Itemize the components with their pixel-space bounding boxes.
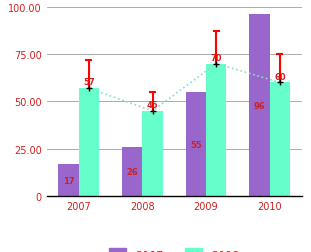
Text: 45: 45 bbox=[146, 101, 158, 110]
Bar bbox=[270, 83, 290, 197]
Text: 70: 70 bbox=[211, 53, 222, 62]
Legend: 2007, 2008: 2007, 2008 bbox=[106, 245, 242, 252]
Text: 55: 55 bbox=[190, 140, 202, 149]
Bar bbox=[79, 89, 99, 197]
Text: 17: 17 bbox=[63, 176, 74, 185]
Text: 60: 60 bbox=[274, 72, 286, 81]
Text: 57: 57 bbox=[83, 78, 95, 87]
Bar bbox=[249, 15, 270, 197]
Text: 96: 96 bbox=[254, 101, 265, 110]
Bar bbox=[58, 164, 79, 197]
Bar bbox=[122, 147, 142, 197]
Bar bbox=[206, 64, 226, 197]
Bar bbox=[142, 111, 163, 197]
Bar bbox=[186, 92, 206, 197]
Text: 26: 26 bbox=[126, 168, 138, 176]
